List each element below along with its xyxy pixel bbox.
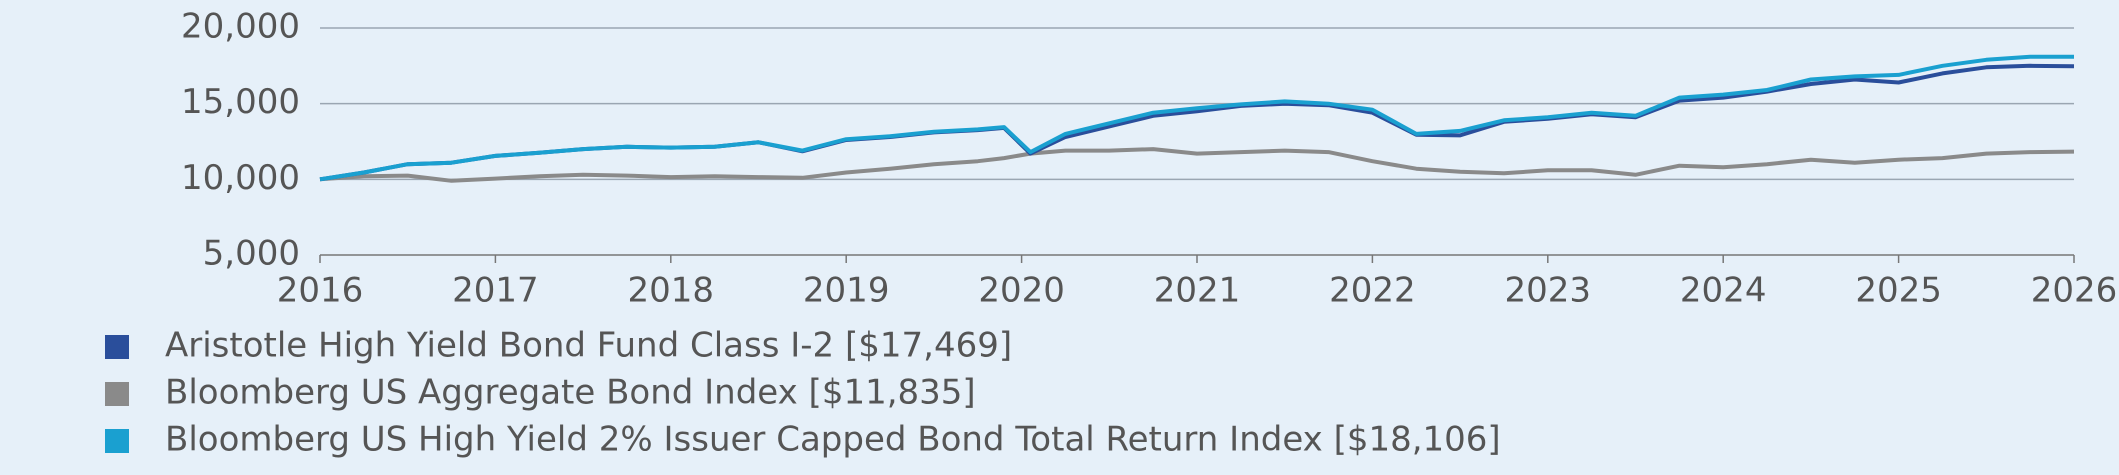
x-tick-label: 2016 bbox=[277, 271, 364, 311]
x-tick-label: 2022 bbox=[1329, 271, 1416, 311]
series-line bbox=[319, 147, 2075, 183]
series-line bbox=[319, 63, 2075, 182]
x-tick-label: 2018 bbox=[628, 271, 715, 311]
x-tick-label: 2025 bbox=[1855, 271, 1942, 311]
x-tick-label: 2019 bbox=[803, 271, 890, 311]
legend-label: Bloomberg US High Yield 2% Issuer Capped… bbox=[165, 420, 1501, 460]
x-tick-label: 2026 bbox=[2031, 271, 2118, 311]
legend-swatch bbox=[105, 335, 129, 359]
series-line bbox=[319, 54, 2075, 182]
x-tick-label: 2021 bbox=[1154, 271, 1241, 311]
legend-label: Bloomberg US Aggregate Bond Index [$11,8… bbox=[165, 373, 976, 413]
x-tick-label: 2024 bbox=[1680, 271, 1767, 311]
y-tick-label: 15,000 bbox=[181, 82, 300, 122]
x-tick-label: 2020 bbox=[978, 271, 1065, 311]
y-tick-label: 5,000 bbox=[203, 234, 300, 274]
y-tick-label: 10,000 bbox=[181, 158, 300, 198]
legend-label: Aristotle High Yield Bond Fund Class I-2… bbox=[165, 326, 1012, 366]
x-tick-label: 2023 bbox=[1505, 271, 1592, 311]
x-tick-label: 2017 bbox=[452, 271, 539, 311]
legend-swatch bbox=[105, 429, 129, 453]
y-tick-label: 20,000 bbox=[181, 7, 300, 47]
legend-swatch bbox=[105, 382, 129, 406]
